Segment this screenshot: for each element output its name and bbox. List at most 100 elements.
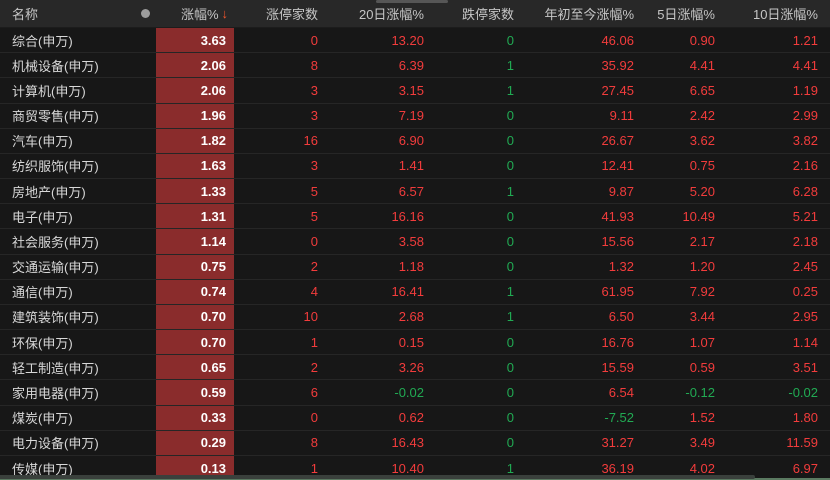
- limit-down-count-cell: 1: [506, 460, 514, 476]
- table-row[interactable]: 纺织服饰(申万) 1.63 3 1.41 0 12.41 0.75 2.16: [0, 153, 830, 180]
- 10day-change-cell: 2.95: [792, 309, 818, 325]
- 20day-change-cell: 0.15: [398, 334, 424, 350]
- ytd-change-cell: 12.41: [601, 158, 634, 174]
- header-marker[interactable]: [135, 0, 156, 27]
- 20day-change-cell: 6.90: [398, 133, 424, 149]
- sector-name-cell: 交通运输(申万): [12, 260, 99, 276]
- header-ytd-change[interactable]: 年初至今涨幅%: [526, 0, 646, 27]
- 10day-change-cell: 3.51: [792, 359, 818, 375]
- header-name[interactable]: 名称: [0, 0, 135, 27]
- bottom-scrollbar-thumb[interactable]: [0, 475, 755, 479]
- table-row[interactable]: 轻工制造(申万) 0.65 2 3.26 0 15.59 0.59 3.51: [0, 355, 830, 381]
- header-change-pct[interactable]: 涨幅% ↓: [156, 0, 234, 27]
- table-row[interactable]: 综合(申万) 3.63 0 13.20 0 46.06 0.90 1.21: [0, 28, 830, 54]
- table-row[interactable]: 商贸零售(申万) 1.96 3 7.19 0 9.11 2.42 2.99: [0, 103, 830, 129]
- change-pct-cell: 0.70: [156, 304, 234, 330]
- header-limit-up-count[interactable]: 涨停家数: [234, 0, 330, 27]
- ytd-change-cell: 6.50: [608, 309, 634, 325]
- sector-name-cell: 计算机(申万): [12, 83, 86, 99]
- limit-down-count-cell: 0: [506, 259, 514, 275]
- header-10day-change[interactable]: 10日涨幅%: [727, 0, 830, 27]
- limit-down-count-cell: 0: [506, 435, 514, 451]
- marker-cell: [135, 53, 156, 77]
- limit-up-count-cell: 1: [310, 334, 318, 350]
- sector-name-cell: 机械设备(申万): [12, 58, 99, 74]
- limit-down-count-cell: 0: [506, 359, 514, 375]
- change-pct-cell: 0.74: [156, 279, 234, 304]
- ytd-change-cell: 31.27: [601, 435, 634, 451]
- table-row[interactable]: 建筑装饰(申万) 0.70 10 2.68 1 6.50 3.44 2.95: [0, 304, 830, 331]
- 20day-change-cell: 16.16: [391, 208, 424, 224]
- 5day-change-cell: 4.02: [689, 460, 715, 476]
- ytd-change-cell: 35.92: [601, 57, 634, 73]
- ytd-change-cell: 9.11: [609, 108, 634, 124]
- limit-up-count-cell: 0: [310, 32, 318, 48]
- 20day-change-cell: 6.57: [398, 183, 424, 199]
- table-row[interactable]: 社会服务(申万) 1.14 0 3.58 0 15.56 2.17 2.18: [0, 229, 830, 255]
- limit-up-count-cell: 2: [310, 359, 318, 375]
- limit-down-count-cell: 1: [506, 284, 514, 300]
- sector-name-cell: 社会服务(申万): [12, 234, 99, 250]
- header-5day-label: 5日涨幅%: [657, 7, 715, 22]
- table-row[interactable]: 家用电器(申万) 0.59 6 -0.02 0 6.54 -0.12 -0.02: [0, 380, 830, 406]
- limit-down-count-cell: 0: [506, 233, 514, 249]
- header-limit-up-label: 涨停家数: [265, 7, 318, 22]
- 10day-change-cell: 0.25: [792, 284, 818, 300]
- 20day-change-cell: 7.19: [398, 108, 424, 124]
- 10day-change-cell: 6.97: [792, 460, 818, 476]
- marker-cell: [135, 330, 156, 354]
- ytd-change-cell: 36.19: [601, 460, 634, 476]
- table-row[interactable]: 环保(申万) 0.70 1 0.15 0 16.76 1.07 1.14: [0, 330, 830, 356]
- table-row[interactable]: 通信(申万) 0.74 4 16.41 1 61.95 7.92 0.25: [0, 279, 830, 305]
- limit-down-count-cell: 0: [506, 410, 514, 426]
- change-pct-cell: 0.65: [156, 355, 234, 380]
- table-row[interactable]: 交通运输(申万) 0.75 2 1.18 0 1.32 1.20 2.45: [0, 254, 830, 280]
- 5day-change-cell: 3.44: [689, 309, 715, 325]
- sector-name-cell: 电力设备(申万): [12, 436, 99, 452]
- limit-down-count-cell: 0: [506, 384, 514, 400]
- table-row[interactable]: 计算机(申万) 2.06 3 3.15 1 27.45 6.65 1.19: [0, 78, 830, 104]
- 5day-change-cell: 0.59: [689, 359, 715, 375]
- 5day-change-cell: 1.52: [689, 410, 715, 426]
- header-10day-label: 10日涨幅%: [752, 7, 818, 22]
- limit-up-count-cell: 4: [310, 284, 318, 300]
- limit-up-count-cell: 16: [303, 133, 318, 149]
- 10day-change-cell: 2.45: [792, 259, 818, 275]
- header-limit-down-count[interactable]: 跌停家数: [436, 0, 526, 27]
- header-20day-change[interactable]: 20日涨幅%: [330, 0, 436, 27]
- limit-down-count-cell: 0: [506, 334, 514, 350]
- 10day-change-cell: 1.19: [792, 82, 818, 98]
- marker-cell: [135, 229, 156, 253]
- ytd-change-cell: 15.59: [601, 359, 634, 375]
- limit-up-count-cell: 8: [310, 435, 318, 451]
- bottom-scrollbar-track: [0, 478, 830, 480]
- table-row[interactable]: 电子(申万) 1.31 5 16.16 0 41.93 10.49 5.21: [0, 204, 830, 230]
- limit-up-count-cell: 5: [310, 208, 318, 224]
- top-scrollbar-thumb[interactable]: [376, 0, 448, 3]
- table-row[interactable]: 房地产(申万) 1.33 5 6.57 1 9.87 5.20 6.28: [0, 179, 830, 205]
- limit-up-count-cell: 3: [310, 158, 318, 174]
- header-5day-change[interactable]: 5日涨幅%: [646, 0, 727, 27]
- 20day-change-cell: 16.43: [391, 435, 424, 451]
- change-pct-cell: 0.59: [156, 380, 234, 405]
- 10day-change-cell: 3.82: [792, 133, 818, 149]
- 20day-change-cell: 0.62: [398, 410, 424, 426]
- limit-down-count-cell: 0: [506, 133, 514, 149]
- 20day-change-cell: 2.68: [398, 309, 424, 325]
- table-row[interactable]: 汽车(申万) 1.82 16 6.90 0 26.67 3.62 3.82: [0, 128, 830, 154]
- marker-cell: [135, 355, 156, 379]
- limit-up-count-cell: 10: [303, 309, 318, 325]
- header-limit-down-label: 跌停家数: [461, 7, 514, 22]
- table-row[interactable]: 煤炭(申万) 0.33 0 0.62 0 -7.52 1.52 1.80: [0, 405, 830, 431]
- table-row[interactable]: 电力设备(申万) 0.29 8 16.43 0 31.27 3.49 11.59: [0, 430, 830, 456]
- marker-cell: [135, 255, 156, 279]
- marker-cell: [135, 179, 156, 203]
- table-row[interactable]: 机械设备(申万) 2.06 8 6.39 1 35.92 4.41 4.41: [0, 53, 830, 79]
- 10day-change-cell: 11.59: [786, 435, 818, 451]
- limit-up-count-cell: 2: [310, 259, 318, 275]
- 20day-change-cell: 10.40: [391, 460, 424, 476]
- top-scrollbar-track: [0, 0, 830, 3]
- 10day-change-cell: 1.80: [792, 410, 818, 426]
- 5day-change-cell: 0.75: [689, 158, 715, 174]
